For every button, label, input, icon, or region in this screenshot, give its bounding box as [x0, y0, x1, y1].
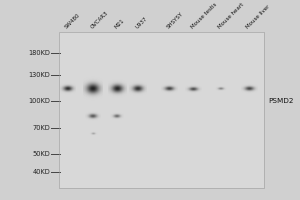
Bar [58, 32, 264, 188]
Text: U937: U937 [134, 16, 148, 30]
Text: 50KD: 50KD [32, 151, 50, 157]
Text: 130KD: 130KD [28, 72, 50, 78]
Text: Mouse liver: Mouse liver [245, 4, 271, 30]
Text: OVCAR3: OVCAR3 [89, 10, 109, 30]
Text: PSMD2: PSMD2 [268, 98, 294, 104]
Text: Mouse testis: Mouse testis [190, 2, 218, 30]
Text: 100KD: 100KD [28, 98, 50, 104]
Text: Mouse heart: Mouse heart [217, 2, 245, 30]
Bar [152, 32, 157, 188]
Bar [58, 32, 264, 188]
Text: SHSYSY: SHSYSY [166, 12, 184, 30]
Text: SW480: SW480 [64, 13, 81, 30]
Text: 40KD: 40KD [32, 169, 50, 175]
Text: 70KD: 70KD [32, 125, 50, 131]
Text: M21: M21 [113, 18, 125, 30]
Text: 180KD: 180KD [28, 50, 50, 56]
